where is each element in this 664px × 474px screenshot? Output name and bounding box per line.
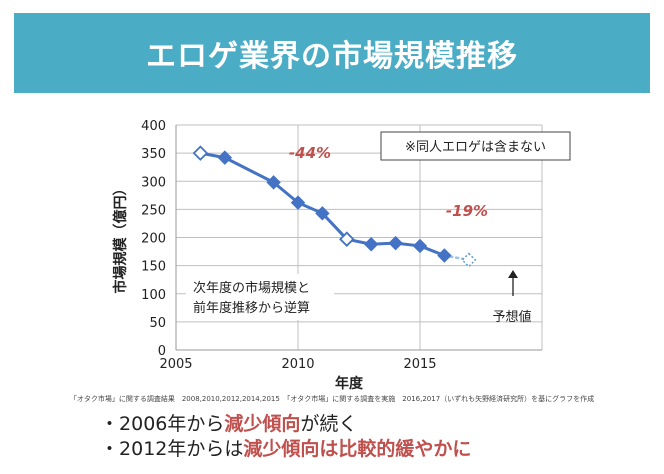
axes [175, 125, 542, 351]
bullet-text: が続く [300, 413, 358, 435]
y-tick-label: 250 [141, 203, 166, 218]
data-point [290, 195, 306, 210]
series-segment [223, 156, 276, 184]
title-banner: エロゲ業界の市場規模推移 [14, 13, 650, 93]
x-tick-label: 2015 [403, 357, 436, 372]
data-point [315, 206, 330, 221]
trend-label-1: -44% [289, 144, 331, 162]
y-tick-label: 200 [141, 232, 166, 247]
reverse-calc-line-2: 前年度推移から逆算 [193, 300, 310, 316]
bullet-mark: ・ [100, 438, 120, 460]
y-tick-label: 0 [158, 344, 166, 359]
data-point [192, 145, 209, 161]
bullet-highlight: 減少傾向 [224, 413, 301, 435]
data-point [388, 235, 403, 251]
data-point [437, 248, 452, 263]
y-tick-label: 400 [141, 119, 166, 134]
forecast-pointer-head [508, 270, 518, 278]
y-tick-label: 50 [149, 316, 166, 331]
bullet-mark: ・ [100, 413, 120, 435]
market-size-chart: 0 50 100 150 200 250 300 350 400 2005 2010 2015 年度 市場… [112, 119, 571, 392]
tick-labels: 0 50 100 150 200 250 300 350 400 2005 2010 2015 年度 市場… [112, 119, 437, 392]
x-tick-label: 2005 [159, 357, 192, 372]
note-text: ※同人エロゲは含まない [405, 139, 546, 155]
note-box [380, 131, 571, 161]
bullet-item: ・2012年からは減少傾向は比較的緩やかに [100, 437, 471, 462]
bullet-item: ・2006年から減少傾向が続く [100, 412, 471, 437]
forecast-label: 予想値 [492, 309, 531, 325]
trend-label-2: -19% [446, 202, 488, 220]
x-axis-label: 年度 [335, 375, 364, 392]
page-title: エロゲ業界の市場規模推移 [146, 39, 518, 74]
reverse-calc-box [186, 274, 334, 320]
bullet-highlight: 減少傾向は比較的緩やかに [243, 438, 472, 460]
source-note: 「オタク市場」に関する調査結果 2008,2010,2012,2014,2015… [69, 395, 595, 403]
data-point [339, 231, 355, 247]
series-segment [320, 211, 349, 241]
reverse-calc-line-1: 次年度の市場規模と [193, 280, 310, 296]
data-points [192, 145, 477, 268]
data-point [217, 150, 233, 165]
data-point-forecast [461, 252, 477, 268]
bullet-text: 2012年からは [119, 438, 244, 460]
data-point [412, 238, 428, 254]
series-segment [272, 180, 300, 205]
series-line [198, 151, 471, 262]
data-point [266, 175, 281, 190]
bullet-list: ・2006年から減少傾向が続く ・2012年からは減少傾向は比較的緩やかに [100, 412, 471, 462]
bullet-text: 2006年から [119, 413, 225, 435]
y-tick-label: 300 [141, 175, 166, 190]
y-tick-label: 150 [141, 260, 166, 275]
y-tick-label: 100 [141, 288, 166, 303]
data-point [363, 237, 379, 252]
y-tick-label: 350 [141, 147, 166, 162]
x-tick-label: 2010 [281, 357, 314, 372]
y-axis-label: 市場規模（億円） [112, 182, 129, 294]
